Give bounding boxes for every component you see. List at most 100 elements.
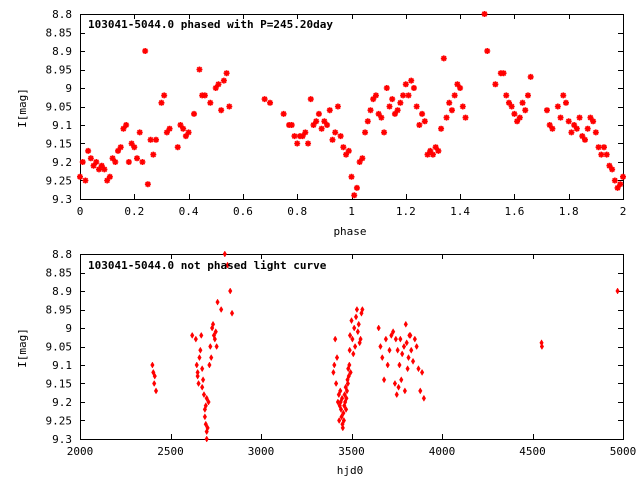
data-point xyxy=(198,346,203,354)
data-point xyxy=(543,107,550,114)
data-point xyxy=(220,77,227,84)
data-point xyxy=(386,103,393,110)
data-point xyxy=(197,354,202,362)
axis-ticks-top: 0 0.2 0.4 0.6 0.8 1 1.2 1.4 1.6 1.8 2 8.8 8.85 8.9 8.9… xyxy=(46,8,627,218)
data-point xyxy=(620,173,626,180)
data-point xyxy=(432,144,439,151)
data-point xyxy=(347,331,353,339)
series-bottom xyxy=(150,250,620,443)
data-point xyxy=(208,343,213,350)
x-tick-label: 1.8 xyxy=(559,205,579,218)
data-point xyxy=(393,335,398,343)
data-point xyxy=(150,361,155,369)
data-point xyxy=(196,66,203,73)
data-point xyxy=(394,107,401,114)
data-point xyxy=(338,387,343,395)
y-tick-label: 8.9 xyxy=(52,285,72,298)
x-tick-label: 1.2 xyxy=(396,205,416,218)
data-point xyxy=(213,328,218,336)
data-point xyxy=(375,110,382,117)
data-point xyxy=(600,144,607,151)
data-point xyxy=(182,133,189,140)
x-tick-label: 1 xyxy=(348,205,355,218)
data-point xyxy=(204,394,209,402)
data-point xyxy=(505,99,512,106)
data-point xyxy=(419,368,425,376)
data-point xyxy=(340,144,347,151)
data-point xyxy=(351,192,358,199)
data-point xyxy=(356,320,361,328)
data-point xyxy=(492,81,499,88)
data-point xyxy=(90,162,97,169)
data-point xyxy=(335,398,341,406)
data-point xyxy=(446,99,453,106)
data-point xyxy=(307,96,314,103)
data-point xyxy=(516,114,523,121)
data-point xyxy=(339,413,344,421)
data-point xyxy=(435,147,442,154)
data-point xyxy=(202,413,207,421)
data-point xyxy=(364,118,371,125)
y-tick-label: 9 xyxy=(65,322,72,335)
data-point xyxy=(201,92,208,99)
data-point xyxy=(339,394,345,402)
data-point xyxy=(376,324,381,332)
data-point xyxy=(229,309,235,317)
data-point xyxy=(354,306,360,313)
y-tick-label: 9.15 xyxy=(46,378,73,391)
data-point xyxy=(353,313,359,321)
data-point xyxy=(381,129,388,136)
phased-light-curve-panel: 0 0.2 0.4 0.6 0.8 1 1.2 1.4 1.6 1.8 2 8.8 8.85 8.9 8.9… xyxy=(16,8,626,238)
y-tick-label: 9.25 xyxy=(46,415,73,428)
data-point xyxy=(587,114,594,121)
data-point xyxy=(500,70,507,77)
data-point xyxy=(294,140,301,147)
data-point xyxy=(341,409,346,417)
data-point xyxy=(519,99,526,106)
data-point xyxy=(404,339,409,347)
data-point xyxy=(200,383,205,391)
data-point xyxy=(598,151,605,158)
data-point xyxy=(195,372,200,380)
data-point xyxy=(576,114,583,121)
data-point xyxy=(427,147,434,154)
data-point xyxy=(389,96,396,103)
data-point xyxy=(109,155,116,162)
x-tick-label: 5000 xyxy=(610,445,637,458)
data-point xyxy=(128,140,135,147)
data-point xyxy=(397,99,404,106)
data-point xyxy=(115,147,122,154)
data-point xyxy=(395,346,400,354)
data-point xyxy=(350,335,355,343)
data-point xyxy=(112,159,119,165)
data-point xyxy=(451,92,458,99)
data-point xyxy=(291,133,298,140)
data-point xyxy=(389,331,394,339)
data-point xyxy=(79,159,86,165)
data-point xyxy=(440,55,447,62)
data-point xyxy=(342,391,347,399)
data-point xyxy=(210,320,216,328)
data-point xyxy=(123,122,130,128)
x-tick-label: 3000 xyxy=(248,445,275,458)
chart-title-top: 103041-5044.0 phased with P=245.20day xyxy=(88,18,333,31)
data-point xyxy=(205,424,210,432)
data-point xyxy=(609,166,616,173)
series-top xyxy=(77,11,626,199)
data-point xyxy=(443,114,450,121)
axis-ticks-bottom: 2000 2500 3000 3500 4000 4500 5000 8.8 8.85 8.9 8.… xyxy=(46,248,637,458)
x-tick-label: 2 xyxy=(620,205,627,218)
data-point xyxy=(147,136,154,143)
data-point xyxy=(414,343,419,350)
data-point xyxy=(305,140,312,147)
y-tick-label: 9.05 xyxy=(46,101,73,114)
data-point xyxy=(177,122,184,128)
y-tick-label: 9 xyxy=(65,82,72,95)
data-point xyxy=(341,417,346,424)
data-point xyxy=(590,118,597,125)
data-point xyxy=(383,85,390,91)
y-tick-label: 9.1 xyxy=(52,119,72,132)
data-point xyxy=(359,155,366,162)
data-point xyxy=(347,361,352,369)
data-point xyxy=(161,92,168,99)
